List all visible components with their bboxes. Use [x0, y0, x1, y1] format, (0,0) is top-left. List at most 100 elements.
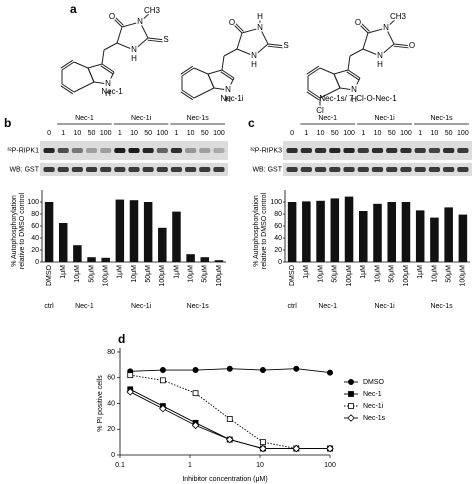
blot-group: Nec-1s [430, 115, 453, 122]
blot-band [57, 148, 69, 153]
marker [347, 378, 354, 385]
bond [253, 43, 269, 57]
y-tick-label: 80 [31, 211, 39, 218]
lane-label: 50 [201, 130, 209, 137]
bond [101, 63, 115, 73]
atom-label: H [377, 60, 383, 69]
bond [101, 49, 105, 65]
compound-name: Nec-1i [220, 94, 243, 103]
marker [293, 365, 300, 372]
blot-band [371, 167, 384, 172]
atom-label: O [109, 12, 115, 21]
blot-band [128, 148, 140, 153]
y-tick-label: 0 [35, 259, 39, 266]
atom-label: CH3 [390, 12, 407, 21]
x-tick-label: 50μM [389, 265, 396, 283]
marker [292, 444, 301, 453]
lane-label: 10 [374, 130, 382, 137]
blot-band [286, 167, 298, 172]
bond [61, 83, 75, 93]
bond [241, 27, 261, 34]
blot-band [71, 167, 83, 172]
bond [359, 21, 370, 32]
atom-label: N [251, 51, 257, 60]
bond [181, 89, 195, 99]
bond [116, 26, 123, 44]
bar [458, 214, 468, 262]
group-label: ctrl [287, 303, 297, 310]
bond [207, 69, 223, 75]
x-tick-label: 100μM [346, 265, 353, 287]
y-tick-label: 40 [31, 235, 39, 242]
marker [226, 416, 233, 422]
blot-band [386, 148, 398, 153]
bond [193, 67, 209, 75]
blot-band [114, 167, 126, 172]
atom-label: N [377, 51, 383, 60]
bar [373, 203, 382, 262]
blot-band [114, 148, 126, 153]
y-tick-label: 80 [107, 349, 115, 356]
blot-band [371, 148, 384, 153]
lane-label: 100 [400, 130, 412, 137]
bar [330, 198, 340, 262]
lane-label: 50 [331, 130, 339, 137]
bond [87, 63, 103, 69]
blot-band [128, 167, 140, 172]
x-tick-label: 1μM [360, 265, 367, 279]
group-label: Nec-1i [374, 303, 395, 310]
y-tick-label: 40 [274, 235, 282, 242]
atom-label: N [105, 79, 111, 88]
lane-label: 100 [100, 130, 112, 137]
bar [200, 257, 210, 262]
compound-name: Nec-1 [101, 87, 123, 96]
marker [159, 377, 166, 384]
bar [143, 202, 153, 262]
blot-band [329, 167, 341, 172]
atom-label: H [257, 12, 263, 21]
bond [193, 87, 215, 99]
x-tick-label: 100 [324, 462, 336, 469]
blot-group: Nec-1 [75, 115, 94, 122]
group-label: Nec-1s [430, 303, 453, 310]
y-tick-label: 0 [278, 259, 282, 266]
marker [192, 367, 199, 374]
y-tick-label: 100 [270, 199, 282, 206]
bar [73, 245, 82, 262]
marker [159, 367, 166, 374]
bar [129, 200, 139, 262]
x-tick-label: 10μM [187, 265, 194, 283]
bond [61, 61, 75, 71]
atom-label: N [383, 23, 389, 32]
atom-label: O [409, 41, 415, 50]
blot-band [286, 148, 298, 153]
bond [393, 43, 413, 47]
bar [287, 202, 297, 262]
legend-label: Nec-1i [363, 403, 384, 410]
atom-label: S [163, 35, 168, 44]
blot-row-label: ³²P-RIPK3 [250, 147, 282, 154]
bond [353, 77, 361, 91]
x-tick-label: 10μM [374, 265, 381, 283]
blot-band [300, 167, 312, 172]
bond [207, 73, 215, 89]
x-tick-label: 10 [256, 462, 264, 469]
bond [367, 27, 387, 34]
blot-band [199, 148, 211, 153]
bond [147, 37, 167, 41]
blot-band [443, 148, 455, 153]
y-axis-label: relative to DMSO control [19, 192, 26, 269]
bond [306, 91, 320, 101]
bond [319, 67, 335, 75]
bond [362, 32, 369, 50]
y-tick-label: 0 [111, 452, 115, 459]
x-tick-label: 10μM [131, 265, 138, 283]
bond [180, 91, 194, 101]
blot-band [71, 148, 83, 153]
marker [326, 444, 334, 453]
blot-band [170, 167, 183, 172]
legend-label: DMSO [363, 379, 385, 386]
blot-group: Nec-1 [318, 115, 337, 122]
bond [349, 48, 364, 57]
lane-label: 100 [156, 130, 168, 137]
